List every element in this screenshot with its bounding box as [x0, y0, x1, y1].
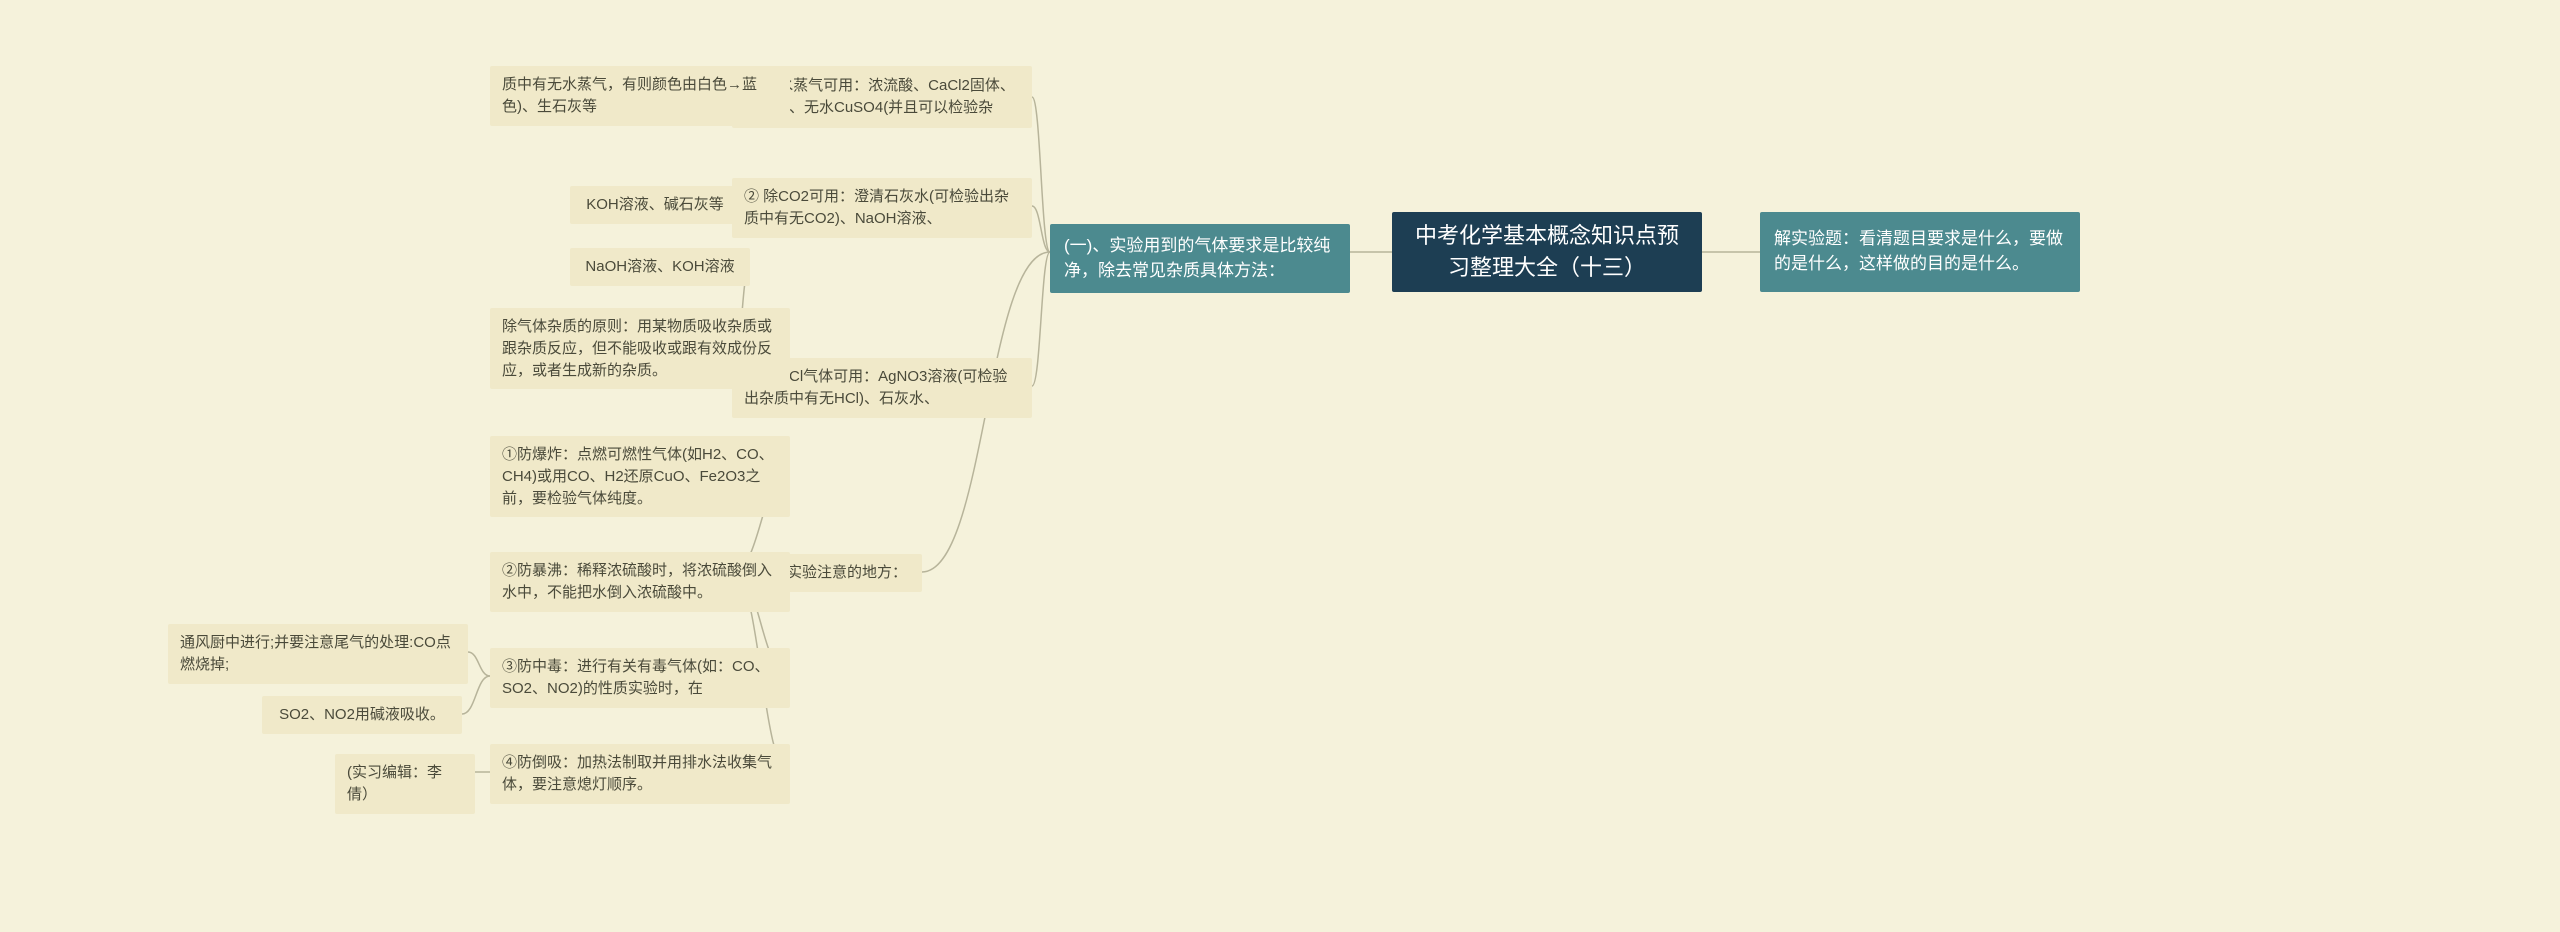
node-label: (实习编辑：李倩）: [347, 762, 463, 806]
mindmap-node-root: 中考化学基本概念知识点预习整理大全（十三）: [1392, 212, 1702, 292]
node-label: ② 除CO2可用：澄清石灰水(可检验出杂质中有无CO2)、NaOH溶液、: [744, 186, 1020, 230]
mindmap-node-l1c2: 除气体杂质的原则：用某物质吸收杂质或跟杂质反应，但不能吸收或跟有效成份反应，或者…: [490, 308, 790, 389]
edge: [468, 652, 490, 676]
mindmap-node-left1: (一)、实验用到的气体要求是比较纯净，除去常见杂质具体方法：: [1050, 224, 1350, 293]
node-label: ①防爆炸：点燃可燃性气体(如H2、CO、CH4)或用CO、H2还原CuO、Fe2…: [502, 444, 778, 509]
node-label: (一)、实验用到的气体要求是比较纯净，除去常见杂质具体方法：: [1064, 234, 1336, 283]
edge: [1032, 97, 1050, 252]
node-label: ②防暴沸：稀释浓硫酸时，将浓硫酸倒入水中，不能把水倒入浓硫酸中。: [502, 560, 778, 604]
node-label: ④防倒吸：加热法制取并用排水法收集气体，要注意熄灯顺序。: [502, 752, 778, 796]
mindmap-node-l1b: ② 除CO2可用：澄清石灰水(可检验出杂质中有无CO2)、NaOH溶液、: [732, 178, 1032, 238]
mindmap-node-l1d4a: (实习编辑：李倩）: [335, 754, 475, 814]
edge: [1032, 252, 1050, 386]
node-label: ③防中毒：进行有关有毒气体(如：CO、SO2、NO2)的性质实验时，在: [502, 656, 778, 700]
mindmap-node-right1: 解实验题：看清题目要求是什么，要做的是什么，这样做的目的是什么。: [1760, 212, 2080, 292]
node-label: 通风厨中进行;并要注意尾气的处理:CO点燃烧掉;: [180, 632, 456, 676]
node-label: NaOH溶液、KOH溶液: [585, 256, 734, 278]
node-label: 解实验题：看清题目要求是什么，要做的是什么，这样做的目的是什么。: [1774, 227, 2066, 276]
mindmap-node-l1c1: NaOH溶液、KOH溶液: [570, 248, 750, 286]
node-label: KOH溶液、碱石灰等: [586, 194, 724, 216]
node-label: 中考化学基本概念知识点预习整理大全（十三）: [1406, 220, 1688, 284]
mindmap-node-l1d3: ③防中毒：进行有关有毒气体(如：CO、SO2、NO2)的性质实验时，在: [490, 648, 790, 708]
mindmap-node-l1d3a: 通风厨中进行;并要注意尾气的处理:CO点燃烧掉;: [168, 624, 468, 684]
node-label: 除气体杂质的原则：用某物质吸收杂质或跟杂质反应，但不能吸收或跟有效成份反应，或者…: [502, 316, 778, 381]
node-label: SO2、NO2用碱液吸收。: [279, 704, 445, 726]
mindmap-node-l1b1: KOH溶液、碱石灰等: [570, 186, 740, 224]
mindmap-node-l1d1: ①防爆炸：点燃可燃性气体(如H2、CO、CH4)或用CO、H2还原CuO、Fe2…: [490, 436, 790, 517]
mindmap-node-l1a1: 质中有无水蒸气，有则颜色由白色→蓝色)、生石灰等: [490, 66, 790, 126]
mindmap-node-l1d3b: SO2、NO2用碱液吸收。: [262, 696, 462, 734]
node-label: 质中有无水蒸气，有则颜色由白色→蓝色)、生石灰等: [502, 74, 778, 118]
mindmap-node-l1d4: ④防倒吸：加热法制取并用排水法收集气体，要注意熄灯顺序。: [490, 744, 790, 804]
edge: [1032, 206, 1050, 252]
mindmap-node-l1d2: ②防暴沸：稀释浓硫酸时，将浓硫酸倒入水中，不能把水倒入浓硫酸中。: [490, 552, 790, 612]
